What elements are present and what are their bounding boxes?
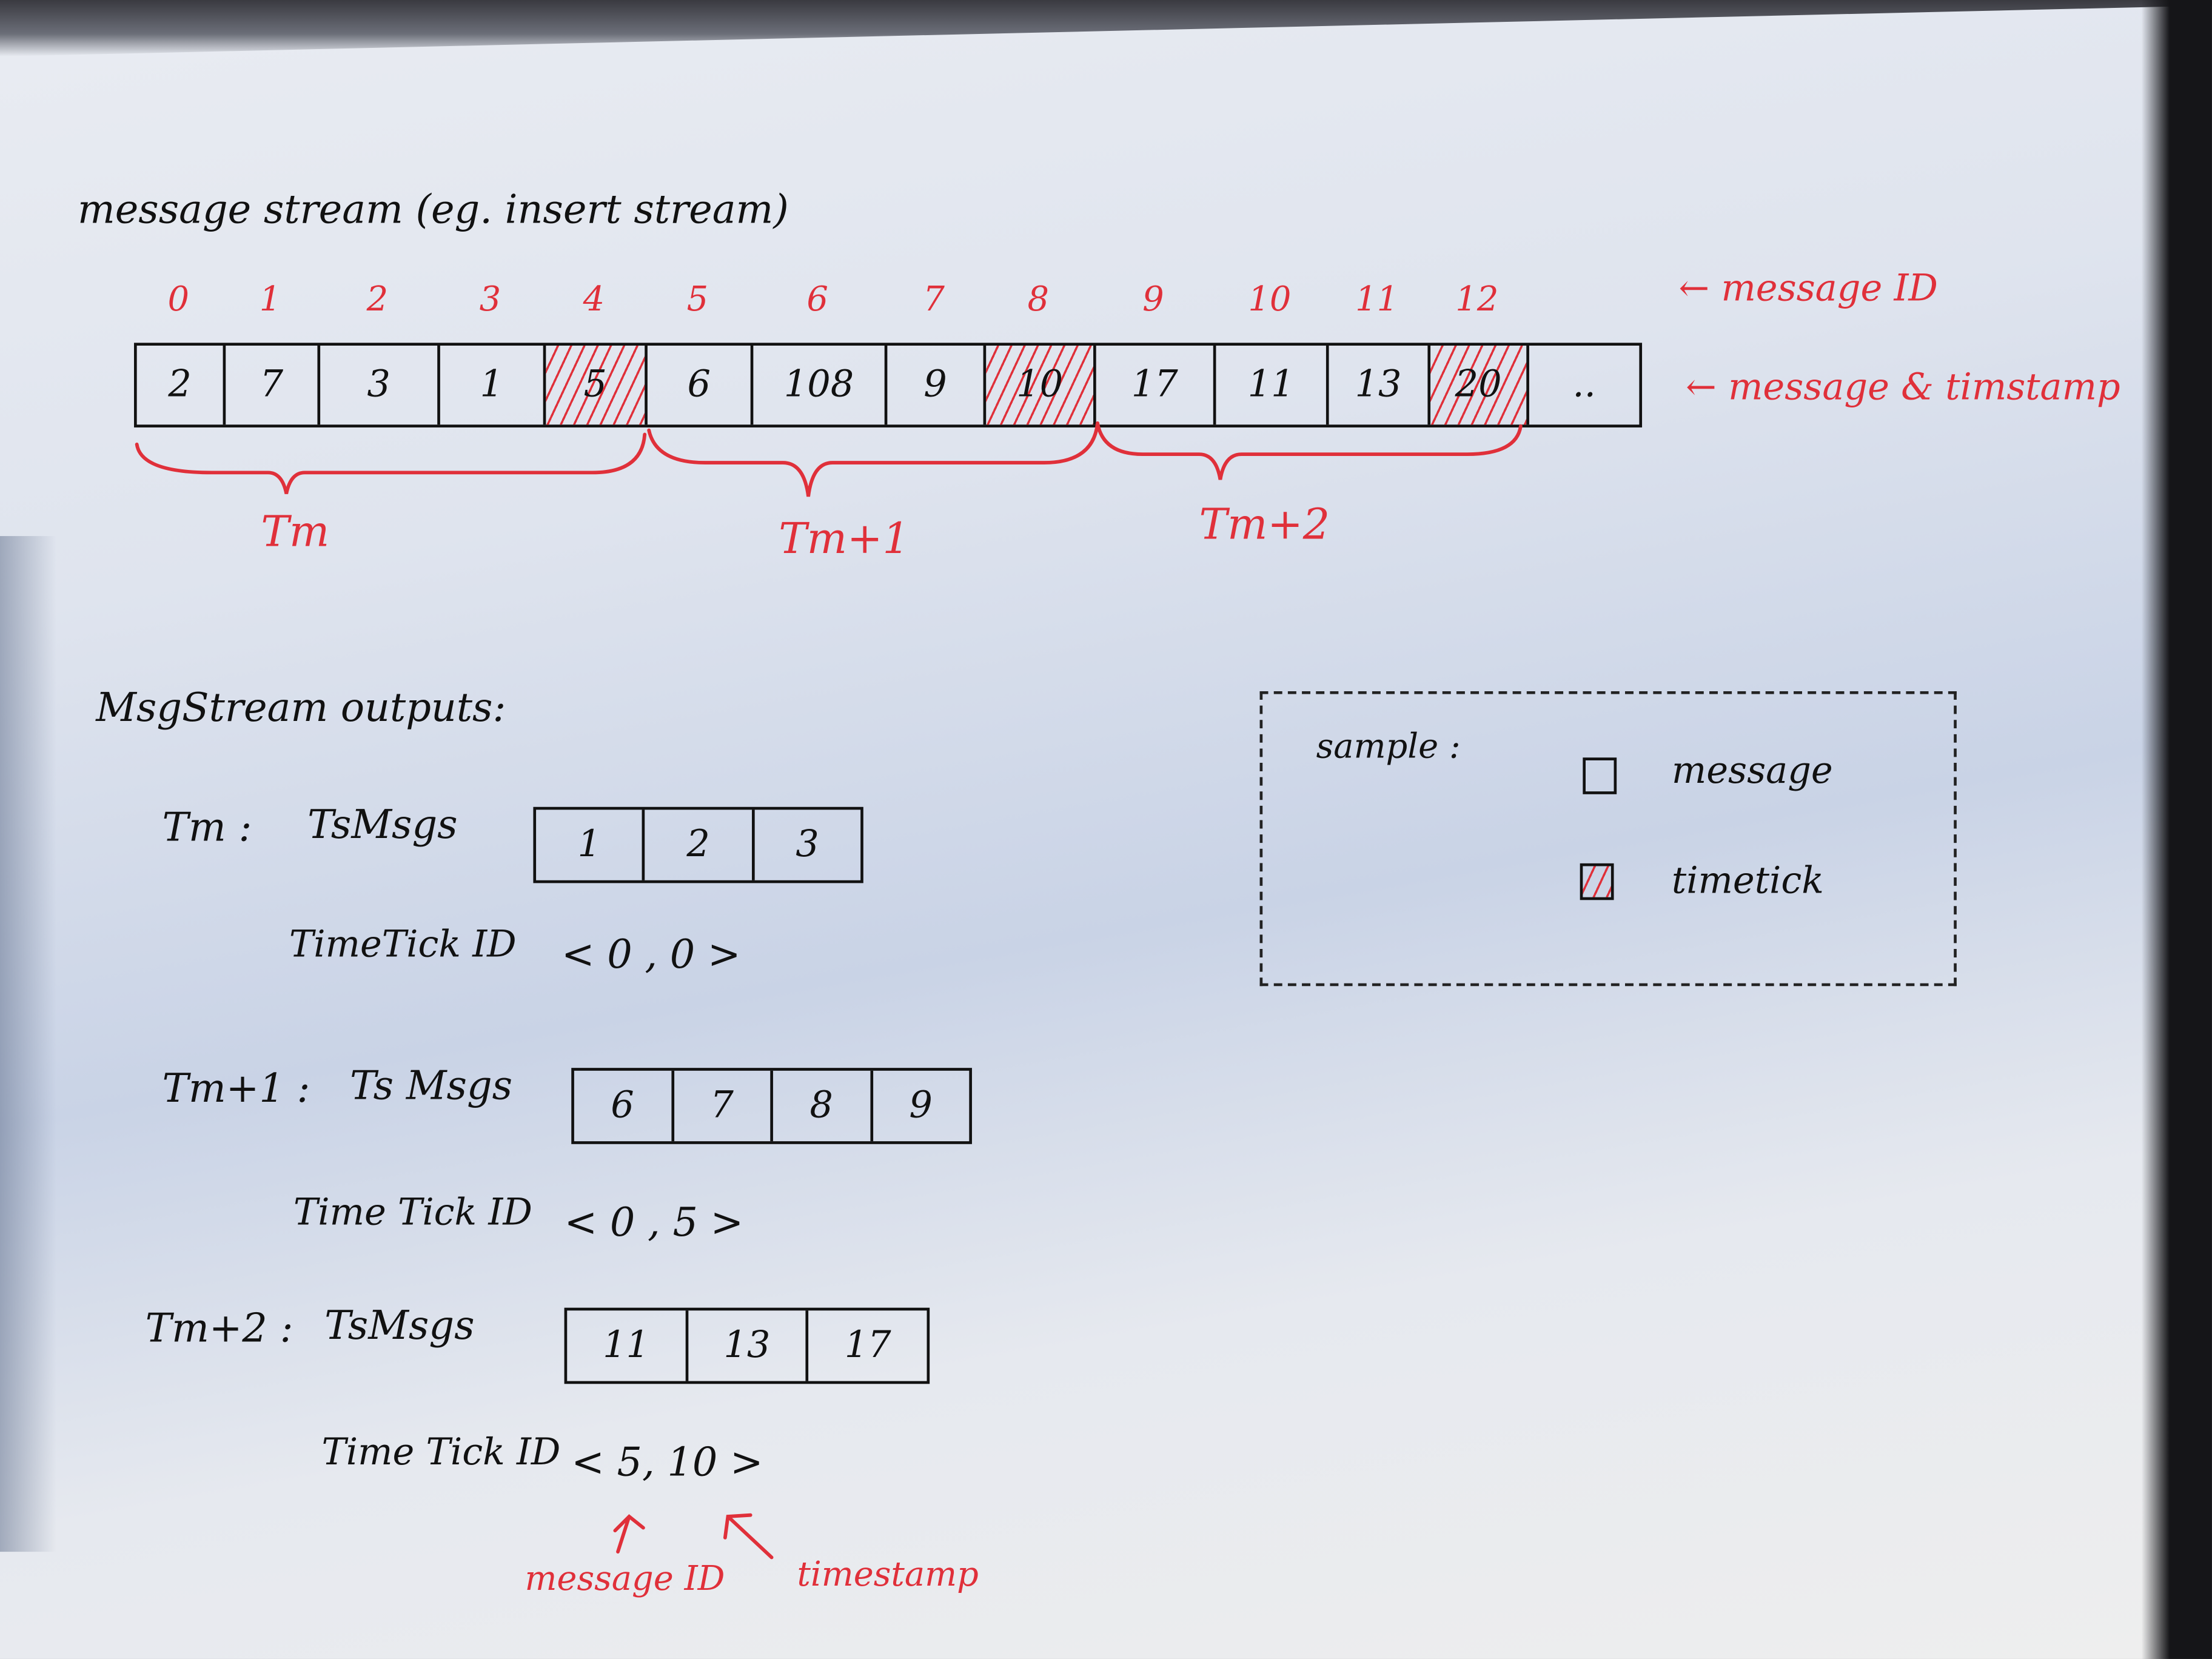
message-id: 8: [1027, 279, 1050, 319]
tsmsg-cell: 8: [773, 1070, 873, 1142]
tsmsg-cell: 13: [688, 1310, 809, 1381]
message-cell: 7: [226, 345, 321, 425]
timetick-cell: 20: [1430, 345, 1529, 425]
message-id: 12: [1455, 279, 1499, 319]
legend-message-swatch: [1583, 757, 1617, 794]
timetick-id-value: < 0 , 5 >: [564, 1199, 744, 1246]
message-id: 7: [923, 279, 945, 319]
timetick-cell: 5: [546, 345, 648, 425]
timetick-id-value: < 0 , 0 >: [561, 931, 741, 978]
annotation-message-id: message ID: [525, 1558, 725, 1598]
timetick-id-label: Time Tick ID: [293, 1191, 532, 1235]
message-cell: 6: [648, 345, 754, 425]
message-cell: 9: [887, 345, 987, 425]
output-period: Tm+2 :: [145, 1305, 293, 1352]
stream-cells: 2 7 3 1 5 6 108 9 10 17 11 13 20..: [134, 343, 1643, 427]
brace-tm1: [647, 421, 1099, 497]
message-cell: 1: [440, 345, 546, 425]
tsmsg-cell: 2: [645, 809, 754, 880]
message-cell: 11: [1216, 345, 1329, 425]
message-id: 4: [583, 279, 605, 319]
message-cell: 3: [320, 345, 440, 425]
arrow-message-id: [613, 1514, 645, 1554]
message-cell: 2: [137, 345, 226, 425]
tsmsg-cell: 1: [536, 809, 645, 880]
legend-title: sample :: [1316, 726, 1461, 766]
photo-edge-right: [2141, 0, 2212, 1659]
message-id: 1: [259, 279, 281, 319]
tsmsg-cell: 17: [844, 1324, 891, 1367]
output-period: Tm+1 :: [162, 1065, 310, 1112]
legend-timetick-swatch: [1580, 863, 1614, 900]
timetick-id-label: TimeTick ID: [289, 923, 517, 967]
output-period: Tm :: [162, 804, 252, 851]
period-tm: Tm: [261, 508, 330, 557]
tsmsg-cell: 7: [674, 1070, 773, 1142]
outputs-heading: MsgStream outputs:: [96, 684, 506, 731]
legend-timetick-label: timetick: [1671, 860, 1824, 903]
message-cell: 17: [1096, 345, 1216, 425]
message-timestamp-label: ← message & timstamp: [1686, 366, 2120, 409]
tsmsgs-label: TsMsgs: [324, 1302, 475, 1349]
timetick-id-label: Time Tick ID: [321, 1432, 561, 1475]
diagram-title: message stream (eg. insert stream): [77, 186, 789, 233]
tsmsg-cell: 6: [574, 1070, 674, 1142]
tsmsgs-label: Ts Msgs: [349, 1062, 513, 1109]
message-id: 3: [479, 279, 501, 319]
tsmsg-cell: 9: [909, 1085, 933, 1127]
message-id: 6: [806, 279, 828, 319]
message-id: 11: [1355, 279, 1399, 319]
message-cell: 108: [753, 345, 888, 425]
message-id: 9: [1142, 279, 1164, 319]
message-id: 5: [686, 279, 709, 319]
shadow-left: [0, 536, 57, 1552]
legend-box: [1259, 691, 1957, 987]
message-id: 2: [366, 279, 389, 319]
tsmsgs-cells: 11 13 17: [564, 1307, 930, 1384]
message-id: 0: [167, 279, 190, 319]
message-id: 10: [1248, 279, 1292, 319]
tsmsg-cell: 3: [796, 823, 819, 866]
timetick-id-value: < 5, 10 >: [571, 1439, 763, 1486]
tsmsg-cell: 11: [567, 1310, 688, 1381]
tsmsgs-label: TsMsgs: [307, 801, 458, 848]
legend-message-label: message: [1671, 750, 1833, 793]
brace-tm: [135, 432, 647, 494]
timetick-cell: 10: [986, 345, 1096, 425]
message-cell: ..: [1572, 364, 1596, 407]
period-tm1: Tm+1: [779, 515, 910, 565]
message-id-label: ← message ID: [1678, 268, 1938, 310]
period-tm2: Tm+2: [1199, 500, 1330, 551]
annotation-timestamp: timestamp: [797, 1554, 979, 1594]
message-cell: 13: [1329, 345, 1431, 425]
arrow-timestamp: [723, 1513, 774, 1560]
brace-tm2: [1096, 421, 1523, 480]
